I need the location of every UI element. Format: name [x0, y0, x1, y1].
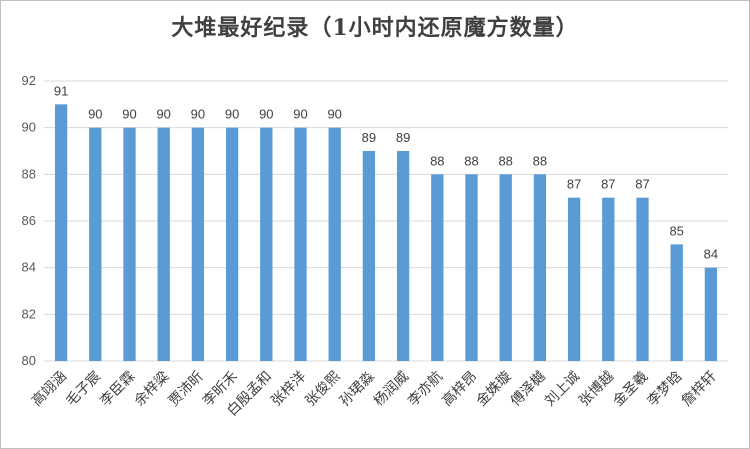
category-label: 毛子宸: [62, 368, 104, 410]
category-label: 李亦航: [405, 369, 446, 410]
category-label: 张博越: [575, 368, 617, 410]
bar: [123, 127, 136, 362]
data-label: 84: [704, 247, 718, 262]
data-label: 89: [362, 130, 376, 145]
category-label: 高梓昂: [439, 368, 481, 410]
data-label: 90: [122, 107, 136, 122]
y-tick-label: 86: [22, 213, 36, 228]
category-label: 孙珺淼: [337, 369, 378, 410]
bar: [636, 197, 649, 361]
bar: [191, 127, 205, 362]
category-label: 贾沛昕: [166, 369, 207, 410]
bar: [225, 127, 239, 362]
chart-title: 大堆最好纪录（1小时内还原魔方数量）: [171, 15, 579, 41]
category-label: 金圣羲: [610, 369, 651, 410]
bar: [157, 127, 170, 362]
data-label: 88: [498, 153, 512, 168]
category-label: 张俊熙: [303, 369, 344, 410]
bar: [602, 197, 615, 361]
data-label: 87: [601, 177, 615, 192]
data-label: 90: [293, 107, 307, 122]
bar: [328, 127, 341, 362]
data-label: 87: [567, 177, 581, 192]
data-label: 85: [669, 223, 683, 238]
data-label: 90: [156, 107, 170, 122]
data-label: 90: [225, 107, 239, 122]
y-tick-label: 82: [22, 306, 36, 321]
bar: [567, 197, 581, 361]
data-label: 90: [327, 107, 341, 122]
y-tick-label: 80: [22, 353, 36, 368]
category-label: 金姝璇: [474, 369, 515, 410]
y-tick-label: 84: [22, 260, 36, 275]
category-label: 李梦晗: [644, 368, 686, 410]
bar: [89, 127, 102, 362]
data-label: 90: [191, 107, 205, 122]
y-tick-label: 88: [22, 166, 36, 181]
bar: [431, 174, 444, 361]
category-label: 傅泽樾: [507, 368, 549, 410]
category-label: 刘上诚: [542, 369, 583, 410]
category-label: 李臣霖: [97, 369, 138, 410]
bar: [260, 127, 273, 362]
category-label: 余梓粱: [131, 368, 173, 410]
y-tick-label: 92: [22, 73, 36, 88]
category-label: 詹梓轩: [679, 369, 720, 410]
data-label: 88: [533, 153, 547, 168]
data-labels: 91 90 90 90 90 90 90 90 90 89 89 88 88 88 88 87 87 87 85 84: [54, 83, 718, 261]
bar: [396, 151, 410, 361]
y-tick-label: 90: [22, 120, 36, 135]
bar: [499, 174, 512, 361]
category-label: 高翊涵: [28, 368, 70, 410]
bar: [670, 244, 683, 361]
bar: [465, 174, 478, 361]
data-label: 87: [635, 177, 649, 192]
data-label: 88: [430, 153, 444, 168]
gridlines: [44, 80, 728, 362]
x-axis-category-labels: 高翊涵毛子宸李臣霖余梓粱贾沛昕李昕禾白殷孟和张梓洋张俊熙孙珺淼杨润威李亦航高梓昂…: [28, 368, 720, 420]
bar: [54, 104, 68, 361]
bar: [362, 151, 376, 361]
data-label: 89: [396, 130, 410, 145]
y-axis-tick-labels: 80 82 84 86 88 90 92: [22, 73, 36, 368]
bars: [54, 104, 718, 362]
data-label: 88: [464, 153, 478, 168]
data-label: 91: [54, 83, 68, 98]
category-label: 张梓洋: [268, 369, 309, 410]
bar: [533, 174, 547, 361]
bar: [704, 267, 718, 361]
data-label: 90: [88, 107, 102, 122]
category-label: 杨润威: [371, 369, 412, 410]
bar: [294, 127, 307, 362]
data-label: 90: [259, 107, 273, 122]
